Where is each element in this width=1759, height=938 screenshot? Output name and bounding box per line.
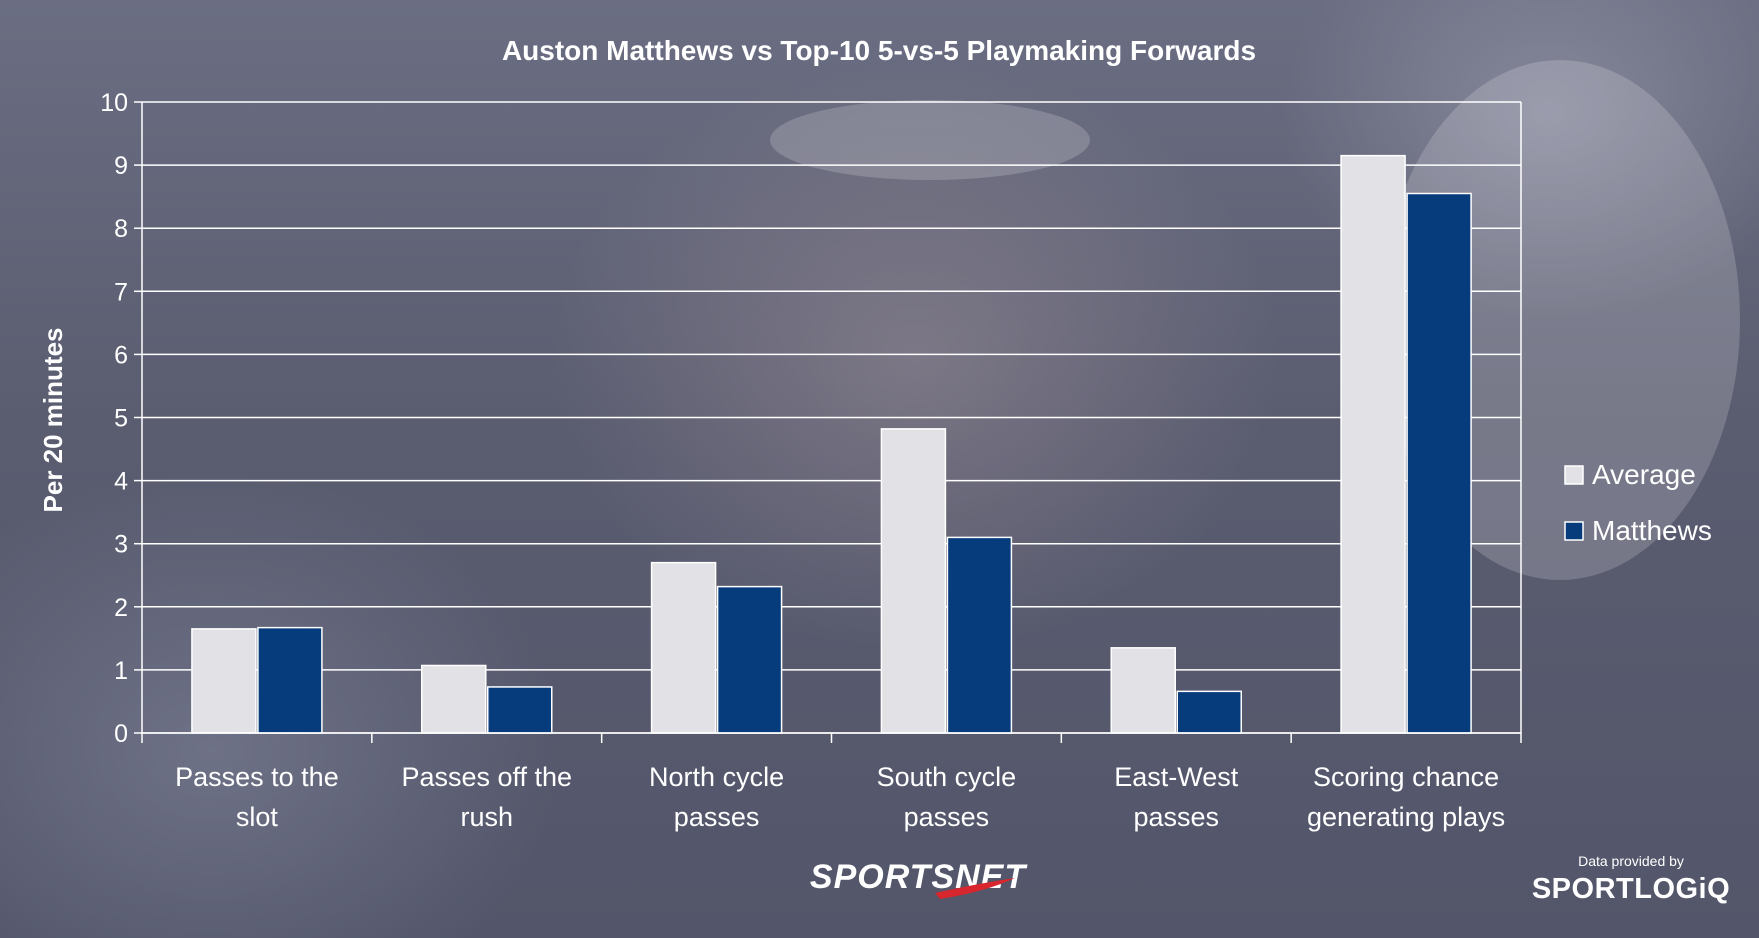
- legend-label-average: Average: [1592, 459, 1696, 490]
- y-tick-label: 3: [114, 531, 128, 559]
- bar-matthews-0: [257, 626, 323, 734]
- y-tick-label: 4: [114, 468, 128, 496]
- category-label: Passes to the: [175, 762, 339, 792]
- category-label: passes: [674, 802, 760, 832]
- y-axis-label: Per 20 minutes: [38, 328, 68, 513]
- y-tick-label: 1: [114, 657, 128, 685]
- legend-label-matthews: Matthews: [1592, 515, 1712, 546]
- legend-swatch-matthews: [1564, 521, 1584, 541]
- category-label: slot: [236, 802, 279, 832]
- sportsnet-logo: SPORTSNET: [810, 858, 1028, 899]
- bars: [191, 154, 1472, 734]
- bar-matthews-3: [946, 536, 1013, 734]
- sportlogiq-credit: Data provided by SPORTLOGiQ: [1532, 853, 1730, 905]
- bar-matthews-2: [716, 585, 783, 734]
- y-tick-label: 7: [114, 278, 128, 306]
- category-label: Scoring chance: [1313, 762, 1499, 792]
- y-tick-label: 8: [114, 215, 128, 243]
- y-tick-label: 9: [114, 152, 128, 180]
- category-label: generating plays: [1307, 802, 1505, 832]
- sportsnet-swoosh: [935, 878, 1015, 899]
- y-axis-ticks: 0 1 2 3 4 5 6 7 8 9 10: [100, 89, 128, 748]
- category-label: passes: [904, 802, 990, 832]
- category-labels: Passes to the slot Passes off the rush North…: [175, 762, 1505, 832]
- y-tick-label: 10: [100, 89, 128, 117]
- category-label: South cycle: [877, 762, 1017, 792]
- y-tick-label: 2: [114, 594, 128, 622]
- bar-average-0: [191, 628, 257, 734]
- bar-average-3: [880, 428, 947, 734]
- legend-swatch-average: [1564, 465, 1584, 485]
- sportsnet-wordmark: SPORTSNET: [810, 858, 1028, 896]
- sportlogiq-wordmark: SPORTLOGiQ: [1532, 873, 1730, 905]
- bar-matthews-4: [1176, 690, 1242, 734]
- y-tick-label: 6: [114, 341, 128, 369]
- category-label: passes: [1133, 802, 1219, 832]
- data-provided-by-label: Data provided by: [1578, 853, 1684, 869]
- bar-average-1: [421, 664, 487, 734]
- x-axis: [141, 732, 1522, 743]
- bar-average-4: [1110, 647, 1176, 734]
- y-tick-label: 5: [114, 405, 128, 433]
- bar-average-5: [1340, 154, 1406, 734]
- bar-average-2: [650, 561, 717, 734]
- legend: Average Matthews: [1564, 459, 1712, 546]
- bar-matthews-1: [487, 686, 553, 734]
- category-label: Passes off the: [401, 762, 572, 792]
- bar-matthews-5: [1406, 192, 1472, 734]
- chart-title: Auston Matthews vs Top-10 5-vs-5 Playmak…: [502, 35, 1256, 66]
- y-tick-label: 0: [114, 720, 128, 748]
- category-label: East-West: [1114, 762, 1239, 792]
- gridlines: [134, 101, 1522, 734]
- category-label: rush: [460, 802, 513, 832]
- category-label: North cycle: [649, 762, 784, 792]
